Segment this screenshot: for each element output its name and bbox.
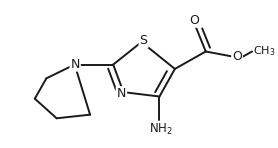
- Text: CH$_3$: CH$_3$: [253, 44, 276, 58]
- Text: S: S: [140, 34, 148, 47]
- Text: N: N: [70, 58, 80, 71]
- Text: NH$_2$: NH$_2$: [149, 122, 173, 137]
- Text: O: O: [189, 14, 199, 27]
- Text: O: O: [232, 50, 242, 63]
- Text: N: N: [117, 87, 126, 100]
